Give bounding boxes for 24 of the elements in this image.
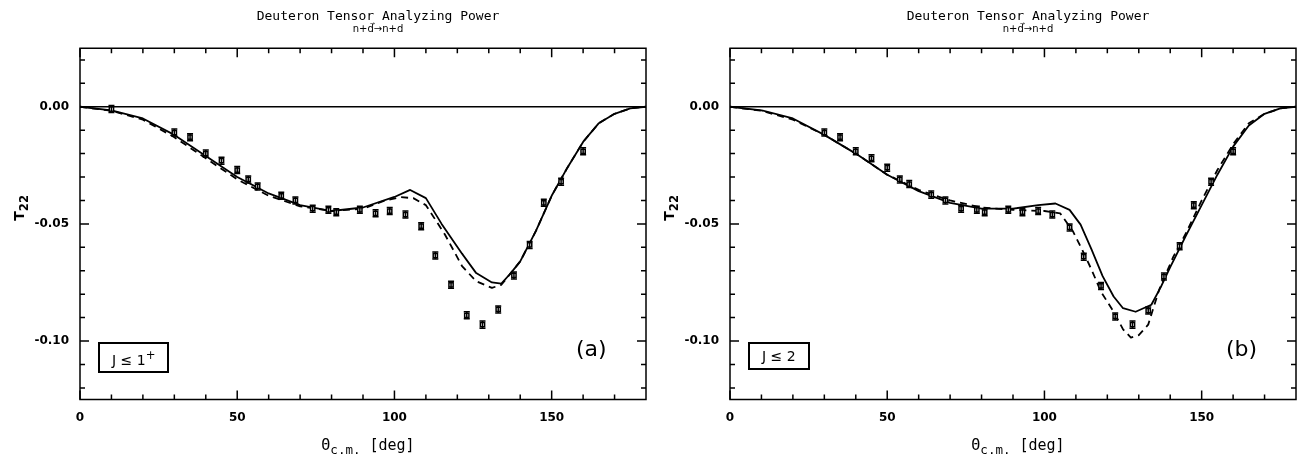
x-tick-label: 0: [725, 409, 735, 424]
y-tick-label: -0.05: [34, 216, 69, 231]
x-tick-label: 100: [381, 409, 407, 424]
y-tick-label: 0.00: [689, 98, 719, 113]
x-tick-label: 150: [539, 409, 565, 424]
x-axis-title: Θ$_{c.m.}$ [deg]: [970, 436, 1066, 457]
y-tick-label: -0.10: [684, 333, 719, 348]
annotation: (a): [576, 335, 607, 361]
y-tick-label: -0.10: [34, 333, 69, 348]
chart-title: Deuteron Tensor Analyzing Power: [905, 8, 1151, 23]
chart-subtitle: n+d⃗→n+d: [351, 23, 404, 34]
chart-subtitle: n+d⃗→n+d: [1001, 23, 1054, 34]
annotation: (b): [1226, 335, 1258, 361]
x-axis-title: Θ$_{c.m.}$ [deg]: [320, 436, 416, 457]
annotation: J ≤ 1$^{+}$: [98, 341, 170, 374]
y-tick-label: -0.05: [684, 216, 719, 231]
x-tick-label: 0: [75, 409, 85, 424]
x-tick-label: 50: [228, 409, 246, 424]
y-tick-label: 0.00: [39, 98, 69, 113]
x-tick-label: 100: [1031, 409, 1057, 424]
chart-title: Deuteron Tensor Analyzing Power: [255, 8, 501, 23]
x-tick-label: 150: [1189, 409, 1215, 424]
annotation: J ≤ 2: [748, 341, 810, 370]
x-tick-label: 50: [878, 409, 896, 424]
